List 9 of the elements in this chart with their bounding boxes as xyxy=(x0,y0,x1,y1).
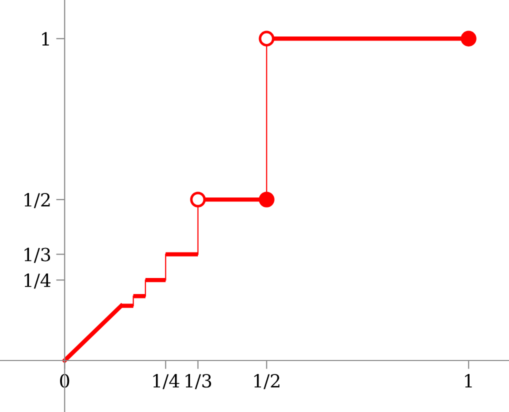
x-tick-label: 1/4 xyxy=(153,374,180,390)
x-tick-label: 1/3 xyxy=(186,374,212,390)
y-tick-label: 1/2 xyxy=(24,193,50,208)
x-tick-label: 0 xyxy=(60,374,70,388)
y-tick-label: 1/4 xyxy=(24,273,51,289)
y-tick-label: 1 xyxy=(42,32,49,46)
y-tick-label: 1/3 xyxy=(24,248,50,263)
x-tick-label: 1 xyxy=(465,374,472,388)
x-tick-label: 1/2 xyxy=(254,374,280,390)
